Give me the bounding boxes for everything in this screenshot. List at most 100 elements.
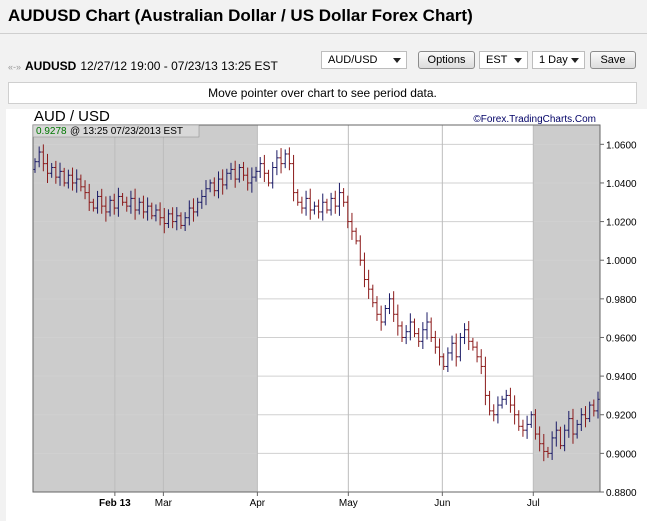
shaded-region (33, 125, 258, 492)
source-credit[interactable]: ©Forex.TradingCharts.Com (473, 114, 596, 125)
ohlc-bar (199, 189, 204, 209)
save-button[interactable]: Save (590, 51, 636, 69)
ohlc-bar (533, 409, 538, 440)
ohlc-bar (500, 395, 505, 409)
ohlc-bar (62, 167, 67, 187)
ohlc-bar (379, 305, 384, 331)
ohlc-bar (495, 396, 500, 424)
ohlc-bar (66, 169, 71, 189)
ohlc-bar (420, 322, 425, 349)
ohlc-bar (366, 269, 371, 299)
ohlc-bar (212, 177, 217, 197)
x-tick-label: Feb 13 (99, 498, 131, 509)
interval-select-value: 1 Day (539, 54, 568, 66)
symbol-select-value: AUD/USD (328, 54, 378, 66)
ohlc-bar (545, 446, 550, 458)
ohlc-bar (399, 321, 404, 342)
ohlc-bar (512, 395, 517, 425)
ohlc-bar (479, 349, 484, 375)
y-tick-label: 1.0000 (606, 256, 637, 267)
ohlc-bar (520, 419, 525, 437)
ohlc-bar (229, 162, 234, 180)
ohlc-bar (195, 197, 200, 217)
ohlc-bar (525, 415, 530, 439)
ohlc-bar (99, 188, 104, 214)
ohlc-bar (395, 304, 400, 336)
ohlc-bar (174, 207, 179, 231)
ohlc-bar (53, 160, 58, 184)
ohlc-bar (220, 169, 225, 195)
ohlc-bar (299, 196, 304, 214)
ohlc-bar (470, 337, 475, 351)
ohlc-bar (316, 199, 321, 219)
title-divider (0, 33, 647, 34)
ohlc-bar (550, 431, 555, 460)
ohlc-bar (103, 196, 108, 222)
chevron-down-icon (514, 58, 522, 63)
nav-arrows-icon[interactable]: «-» (8, 62, 22, 72)
ohlc-bar (466, 321, 471, 351)
y-tick-label: 0.9800 (606, 295, 637, 306)
ohlc-bar (458, 332, 463, 362)
interval-select[interactable]: 1 Day (532, 51, 585, 69)
ohlc-bar (241, 161, 246, 181)
x-tick-label: Jun (434, 498, 450, 509)
ohlc-bar (203, 180, 208, 206)
ohlc-bar (153, 204, 158, 222)
ohlc-bar (233, 160, 238, 188)
ohlc-bar (441, 353, 446, 370)
ohlc-bar (358, 235, 363, 266)
ohlc-bar (149, 202, 154, 220)
ohlc-bar (587, 401, 592, 423)
ohlc-bar (70, 167, 75, 191)
ohlc-bar (491, 404, 496, 422)
ohlc-bar (145, 197, 150, 221)
ohlc-bar (128, 190, 133, 214)
ohlc-bar (408, 313, 413, 341)
ohlc-bar (329, 192, 334, 216)
ohlc-bar (291, 154, 296, 202)
ohlc-bar (49, 162, 54, 178)
ohlc-bar (187, 200, 192, 226)
ohlc-bar (575, 419, 580, 439)
timezone-select-value: EST (486, 54, 508, 66)
timezone-select[interactable]: EST (479, 51, 528, 69)
ohlc-bar (37, 146, 42, 168)
ohlc-bar (345, 195, 350, 229)
ohlc-bar (450, 335, 455, 361)
ohlc-bar (258, 157, 263, 178)
y-tick-label: 0.8800 (606, 488, 637, 499)
ohlc-bar (362, 252, 367, 288)
ohlc-bar (333, 190, 338, 214)
ohlc-bar (279, 148, 284, 174)
shaded-region (533, 125, 600, 492)
y-tick-label: 0.9000 (606, 449, 637, 460)
ohlc-bar (83, 180, 88, 200)
ohlc-bar (349, 212, 354, 240)
ohlc-bar (108, 195, 113, 217)
ohlc-bar (558, 426, 563, 450)
ohlc-bar (183, 212, 188, 232)
page-title: AUDUSD Chart (Australian Dollar / US Dol… (8, 6, 473, 25)
readout-value: 0.9278 (36, 126, 67, 137)
ohlc-bar (224, 168, 229, 190)
x-tick-label: Mar (155, 498, 173, 509)
ohlc-bar (133, 188, 138, 220)
date-range: 12/27/12 19:00 - 07/23/13 13:25 EST (80, 59, 278, 73)
options-button[interactable]: Options (418, 51, 475, 69)
ohlc-bar (475, 341, 480, 363)
ohlc-bar (158, 202, 163, 226)
symbol-select[interactable]: AUD/USD (321, 51, 407, 69)
ohlc-bar (437, 338, 442, 366)
ohlc-bar (412, 318, 417, 338)
ohlc-bar (249, 167, 254, 193)
ohlc-bar (570, 408, 575, 444)
readout-box (32, 124, 200, 138)
y-tick-label: 1.0400 (606, 179, 637, 190)
ohlc-bar (91, 198, 96, 212)
chevron-down-icon (393, 58, 401, 63)
ohlc-bar (320, 193, 325, 221)
ohlc-bar (566, 410, 571, 438)
ohlc-bar (445, 347, 450, 373)
